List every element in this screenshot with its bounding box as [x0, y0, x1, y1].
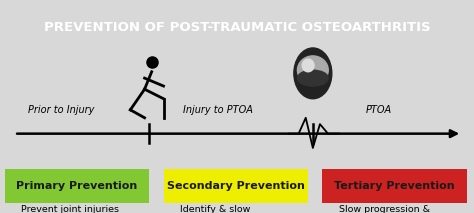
Text: PTOA: PTOA: [366, 105, 392, 115]
Text: PREVENTION OF POST-TRAUMATIC OSTEOARTHRITIS: PREVENTION OF POST-TRAUMATIC OSTEOARTHRI…: [44, 21, 430, 34]
FancyBboxPatch shape: [164, 169, 308, 203]
Text: Secondary Prevention: Secondary Prevention: [167, 181, 305, 191]
Text: Primary Prevention: Primary Prevention: [17, 181, 137, 191]
Text: Prior to Injury: Prior to Injury: [28, 105, 95, 115]
Ellipse shape: [294, 48, 332, 99]
Ellipse shape: [298, 56, 328, 85]
Text: Tertiary Prevention: Tertiary Prevention: [334, 181, 455, 191]
Text: Injury to PTOA: Injury to PTOA: [183, 105, 253, 115]
Ellipse shape: [298, 70, 328, 86]
Text: Slow progression &
improve function in
those with PTOA: Slow progression & improve function in t…: [339, 205, 431, 213]
Text: Prevent joint injuries
in susceptible
populations: Prevent joint injuries in susceptible po…: [21, 205, 119, 213]
FancyBboxPatch shape: [322, 169, 467, 203]
FancyBboxPatch shape: [5, 169, 149, 203]
Text: Identify & slow
down PTOA onset
after joint injury: Identify & slow down PTOA onset after jo…: [180, 205, 263, 213]
Ellipse shape: [302, 59, 314, 72]
